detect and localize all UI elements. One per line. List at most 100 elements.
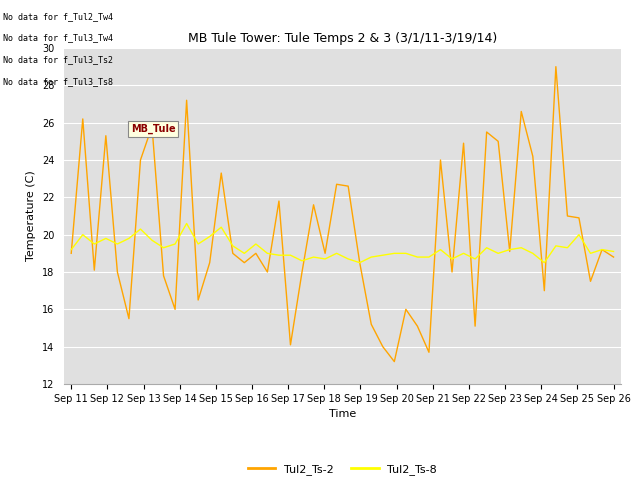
Tul2_Ts-2 bbox=[517, 108, 525, 114]
Tul2_Ts-2 bbox=[287, 342, 294, 348]
Tul2_Ts-8 bbox=[195, 241, 202, 247]
Line: Tul2_Ts-8: Tul2_Ts-8 bbox=[71, 224, 614, 263]
Tul2_Ts-8 bbox=[610, 249, 618, 254]
Tul2_Ts-8 bbox=[390, 251, 398, 256]
Tul2_Ts-2 bbox=[575, 215, 583, 221]
Tul2_Ts-8 bbox=[460, 251, 467, 256]
Tul2_Ts-2 bbox=[136, 157, 144, 163]
Tul2_Ts-2 bbox=[321, 251, 329, 256]
Tul2_Ts-2 bbox=[356, 260, 364, 265]
Tul2_Ts-2 bbox=[506, 249, 513, 254]
Tul2_Ts-8 bbox=[598, 247, 606, 252]
Tul2_Ts-2 bbox=[172, 306, 179, 312]
Tul2_Ts-2 bbox=[218, 170, 225, 176]
Legend: Tul2_Ts-2, Tul2_Ts-8: Tul2_Ts-2, Tul2_Ts-8 bbox=[243, 459, 442, 479]
Tul2_Ts-2 bbox=[425, 349, 433, 355]
Tul2_Ts-2 bbox=[298, 269, 306, 275]
Tul2_Ts-2 bbox=[367, 322, 375, 327]
Tul2_Ts-8 bbox=[113, 241, 121, 247]
Tul2_Ts-8 bbox=[183, 221, 191, 227]
Tul2_Ts-8 bbox=[494, 251, 502, 256]
Tul2_Ts-8 bbox=[425, 254, 433, 260]
Text: No data for f_Tul2_Tw4: No data for f_Tul2_Tw4 bbox=[3, 12, 113, 21]
Tul2_Ts-2 bbox=[460, 140, 467, 146]
Tul2_Ts-8 bbox=[321, 256, 329, 262]
Tul2_Ts-2 bbox=[125, 316, 132, 322]
Tul2_Ts-8 bbox=[379, 252, 387, 258]
X-axis label: Time: Time bbox=[329, 409, 356, 419]
Tul2_Ts-2 bbox=[275, 198, 283, 204]
Tul2_Ts-2 bbox=[264, 269, 271, 275]
Tul2_Ts-8 bbox=[448, 256, 456, 262]
Tul2_Ts-8 bbox=[483, 245, 490, 251]
Tul2_Ts-8 bbox=[90, 241, 98, 247]
Tul2_Ts-2 bbox=[610, 254, 618, 260]
Tul2_Ts-8 bbox=[79, 232, 86, 238]
Tul2_Ts-8 bbox=[218, 224, 225, 230]
Tul2_Ts-2 bbox=[241, 260, 248, 265]
Tul2_Ts-8 bbox=[356, 260, 364, 265]
Tul2_Ts-8 bbox=[529, 251, 536, 256]
Tul2_Ts-8 bbox=[287, 252, 294, 258]
Tul2_Ts-8 bbox=[541, 260, 548, 265]
Tul2_Ts-8 bbox=[506, 247, 513, 252]
Text: No data for f_Tul3_Ts8: No data for f_Tul3_Ts8 bbox=[3, 77, 113, 86]
Tul2_Ts-8 bbox=[160, 245, 168, 251]
Tul2_Ts-8 bbox=[344, 256, 352, 262]
Tul2_Ts-2 bbox=[483, 129, 490, 135]
Tul2_Ts-2 bbox=[541, 288, 548, 294]
Tul2_Ts-8 bbox=[564, 245, 572, 251]
Tul2_Ts-8 bbox=[367, 254, 375, 260]
Tul2_Ts-2 bbox=[552, 64, 560, 70]
Tul2_Ts-2 bbox=[379, 344, 387, 349]
Tul2_Ts-2 bbox=[160, 273, 168, 278]
Tul2_Ts-8 bbox=[402, 251, 410, 256]
Tul2_Ts-8 bbox=[136, 226, 144, 232]
Text: MB_Tule: MB_Tule bbox=[131, 124, 175, 134]
Tul2_Ts-8 bbox=[333, 251, 340, 256]
Tul2_Ts-2 bbox=[344, 183, 352, 189]
Tul2_Ts-2 bbox=[529, 154, 536, 159]
Tul2_Ts-2 bbox=[448, 269, 456, 275]
Tul2_Ts-2 bbox=[183, 97, 191, 103]
Tul2_Ts-2 bbox=[471, 323, 479, 329]
Tul2_Ts-2 bbox=[90, 267, 98, 273]
Tul2_Ts-8 bbox=[241, 251, 248, 256]
Text: No data for f_Tul3_Ts2: No data for f_Tul3_Ts2 bbox=[3, 55, 113, 64]
Tul2_Ts-2 bbox=[494, 138, 502, 144]
Tul2_Ts-2 bbox=[333, 181, 340, 187]
Tul2_Ts-8 bbox=[206, 234, 214, 240]
Tul2_Ts-2 bbox=[310, 202, 317, 208]
Tul2_Ts-8 bbox=[275, 252, 283, 258]
Tul2_Ts-8 bbox=[172, 241, 179, 247]
Tul2_Ts-8 bbox=[517, 245, 525, 251]
Tul2_Ts-2 bbox=[229, 251, 237, 256]
Tul2_Ts-2 bbox=[195, 297, 202, 303]
Tul2_Ts-2 bbox=[206, 260, 214, 265]
Tul2_Ts-2 bbox=[148, 123, 156, 129]
Tul2_Ts-8 bbox=[298, 258, 306, 264]
Title: MB Tule Tower: Tule Temps 2 & 3 (3/1/11-3/19/14): MB Tule Tower: Tule Temps 2 & 3 (3/1/11-… bbox=[188, 33, 497, 46]
Tul2_Ts-2 bbox=[67, 251, 75, 256]
Tul2_Ts-2 bbox=[79, 116, 86, 122]
Tul2_Ts-2 bbox=[564, 213, 572, 219]
Tul2_Ts-2 bbox=[113, 269, 121, 275]
Tul2_Ts-2 bbox=[252, 251, 260, 256]
Y-axis label: Temperature (C): Temperature (C) bbox=[26, 170, 36, 262]
Tul2_Ts-8 bbox=[552, 243, 560, 249]
Tul2_Ts-8 bbox=[67, 247, 75, 252]
Tul2_Ts-2 bbox=[598, 247, 606, 252]
Line: Tul2_Ts-2: Tul2_Ts-2 bbox=[71, 67, 614, 361]
Tul2_Ts-8 bbox=[587, 251, 595, 256]
Tul2_Ts-8 bbox=[310, 254, 317, 260]
Tul2_Ts-8 bbox=[125, 236, 132, 241]
Tul2_Ts-8 bbox=[102, 236, 109, 241]
Text: No data for f_Tul3_Tw4: No data for f_Tul3_Tw4 bbox=[3, 34, 113, 43]
Tul2_Ts-2 bbox=[587, 278, 595, 284]
Tul2_Ts-8 bbox=[413, 254, 421, 260]
Tul2_Ts-8 bbox=[148, 238, 156, 243]
Tul2_Ts-2 bbox=[413, 323, 421, 329]
Tul2_Ts-8 bbox=[252, 241, 260, 247]
Tul2_Ts-8 bbox=[575, 232, 583, 238]
Tul2_Ts-2 bbox=[102, 133, 109, 139]
